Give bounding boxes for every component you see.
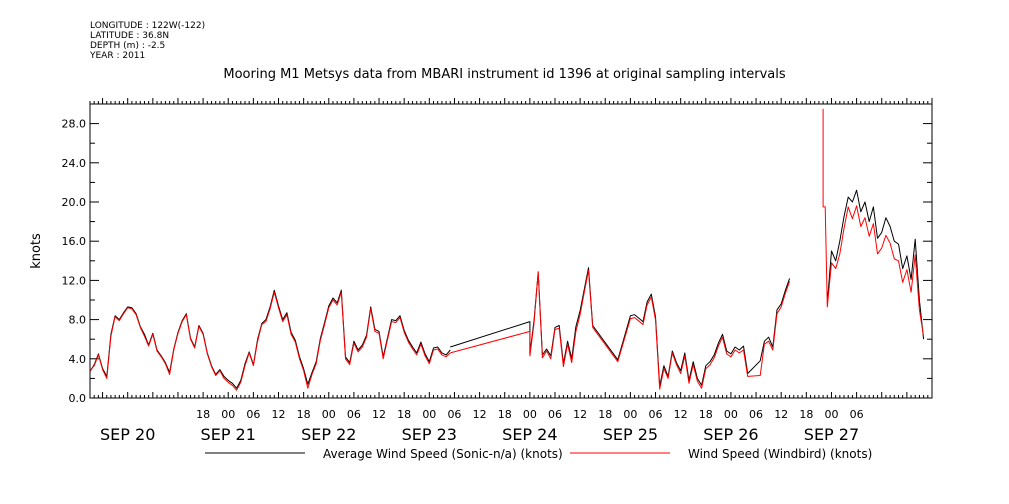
year-label: YEAR : 2011	[90, 51, 146, 61]
x-tick-label: 18	[498, 408, 512, 421]
x-day-label: SEP 22	[301, 425, 356, 444]
legend-label: Average Wind Speed (Sonic-n/a) (knots)	[323, 447, 563, 461]
x-tick-label: 12	[774, 408, 788, 421]
y-tick-label: 4.0	[69, 353, 87, 366]
metadata-block: LONGITUDE : 122W(-122) LATITUDE : 36.8N …	[90, 21, 205, 61]
x-tick-label: 18	[196, 408, 210, 421]
x-tick-label: 06	[749, 408, 763, 421]
y-tick-label: 8.0	[69, 314, 87, 327]
x-tick-label: 18	[699, 408, 713, 421]
series-line-windbird	[450, 270, 791, 390]
x-tick-label: 06	[246, 408, 260, 421]
x-day-label: SEP 26	[703, 425, 758, 444]
x-tick-label: 06	[447, 408, 461, 421]
x-tick-label: 00	[221, 408, 235, 421]
x-tick-label: 18	[397, 408, 411, 421]
x-day-label: SEP 20	[100, 425, 155, 444]
x-day-label: SEP 24	[502, 425, 557, 444]
y-tick-label: 20.0	[62, 196, 87, 209]
x-tick-label: 00	[523, 408, 537, 421]
y-tick-label: 0.0	[69, 392, 87, 405]
x-tick-label: 18	[598, 408, 612, 421]
plot-frame	[89, 103, 933, 399]
y-axis-label: knots	[29, 233, 44, 269]
x-tick-label: 06	[347, 408, 361, 421]
legend-label: Wind Speed (Windbird) (knots)	[688, 447, 872, 461]
x-tick-label: 00	[422, 408, 436, 421]
longitude-label: LONGITUDE : 122W(-122)	[90, 21, 206, 31]
series-line-sonic	[450, 267, 791, 387]
x-tick-label: 18	[297, 408, 311, 421]
x-tick-label: 00	[322, 408, 336, 421]
x-day-label: SEP 23	[402, 425, 457, 444]
chart-title: Mooring M1 Metsys data from MBARI instru…	[223, 67, 786, 82]
depth-label: DEPTH (m) : -2.5	[90, 41, 166, 51]
x-day-label: SEP 21	[201, 425, 256, 444]
x-tick-label: 12	[272, 408, 286, 421]
x-tick-label: 00	[623, 408, 637, 421]
latitude-label: LATITUDE : 36.8N	[90, 31, 170, 41]
y-tick-label: 12.0	[62, 274, 87, 287]
x-tick-label: 12	[372, 408, 386, 421]
x-day-label: SEP 27	[804, 425, 859, 444]
series-line-windbird	[822, 108, 925, 337]
x-tick-label: 06	[850, 408, 864, 421]
x-tick-label: 12	[473, 408, 487, 421]
y-tick-label: 16.0	[62, 235, 87, 248]
x-tick-label: 18	[799, 408, 813, 421]
x-tick-label: 06	[649, 408, 663, 421]
series-line-sonic	[826, 189, 925, 340]
legend: Average Wind Speed (Sonic-n/a) (knots) Wi…	[205, 447, 872, 461]
y-tick-label: 28.0	[62, 118, 87, 131]
x-day-label: SEP 25	[603, 425, 658, 444]
x-tick-label: 00	[724, 408, 738, 421]
x-tick-label: 00	[824, 408, 838, 421]
x-tick-label: 12	[674, 408, 688, 421]
x-tick-label: 06	[548, 408, 562, 421]
x-tick-label: 12	[573, 408, 587, 421]
y-tick-label: 24.0	[62, 157, 87, 170]
series-line-windbird	[89, 291, 451, 391]
series-line-sonic	[89, 289, 451, 389]
